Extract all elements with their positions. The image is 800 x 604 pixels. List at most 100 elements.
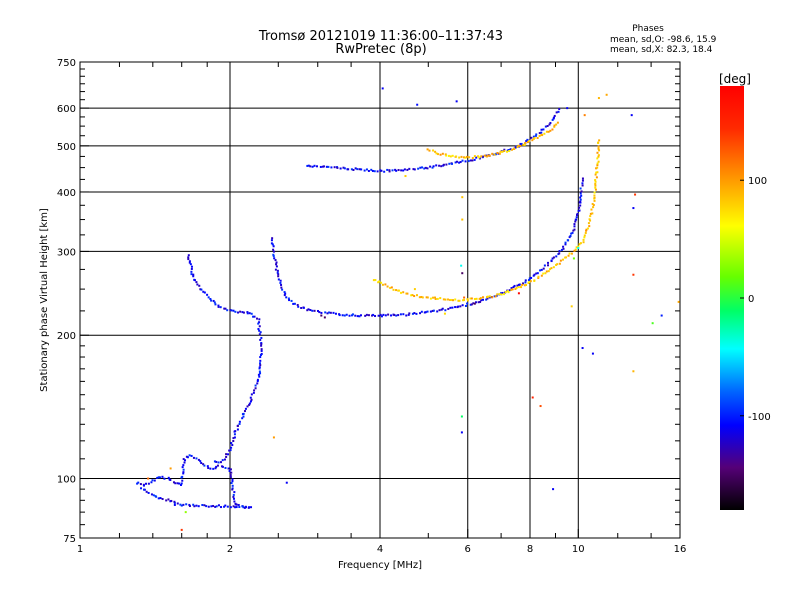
- data-point: [206, 293, 209, 296]
- data-point: [507, 291, 510, 294]
- data-point: [259, 356, 262, 359]
- data-point: [463, 299, 466, 302]
- data-point: [419, 312, 422, 315]
- data-point: [589, 212, 592, 215]
- data-point: [245, 506, 248, 509]
- data-point: [553, 125, 556, 128]
- data-point: [513, 284, 516, 287]
- data-point: [439, 297, 442, 300]
- data-point: [260, 341, 263, 344]
- data-point: [597, 145, 600, 148]
- data-point: [552, 256, 555, 259]
- data-point: [595, 176, 598, 179]
- data-point: [229, 506, 232, 509]
- data-point: [517, 292, 520, 295]
- data-point: [399, 313, 402, 316]
- data-point: [597, 97, 600, 100]
- data-point: [560, 248, 563, 251]
- data-point: [321, 165, 324, 168]
- data-point: [213, 301, 216, 304]
- data-point: [524, 279, 527, 282]
- data-point: [468, 156, 471, 159]
- data-point: [524, 141, 527, 144]
- data-point: [352, 168, 355, 171]
- y-tick-label: 75: [63, 534, 76, 545]
- data-point: [213, 460, 216, 463]
- data-point: [442, 298, 445, 301]
- data-point: [378, 280, 381, 283]
- data-point: [519, 142, 522, 145]
- data-point: [482, 155, 485, 158]
- data-point: [556, 121, 559, 124]
- data-point: [216, 464, 219, 467]
- data-point: [248, 506, 251, 509]
- data-point: [520, 286, 523, 289]
- data-point: [598, 139, 601, 142]
- data-point: [225, 455, 228, 458]
- data-point: [411, 294, 414, 297]
- data-point: [426, 167, 429, 170]
- data-point: [243, 410, 246, 413]
- data-point: [538, 132, 541, 135]
- data-point: [203, 504, 206, 507]
- data-point: [464, 156, 467, 159]
- data-point: [519, 145, 522, 148]
- data-point: [634, 193, 637, 196]
- data-point: [254, 384, 257, 387]
- data-point: [576, 212, 579, 215]
- data-point: [318, 311, 321, 314]
- data-point: [241, 311, 244, 314]
- data-point: [325, 165, 328, 168]
- colorbar-ticks: 100 0 -100: [740, 176, 771, 423]
- data-point: [207, 467, 210, 470]
- data-point: [573, 225, 576, 228]
- data-point: [259, 362, 262, 365]
- data-point: [539, 269, 542, 272]
- data-point: [190, 270, 193, 273]
- data-point: [330, 166, 333, 169]
- data-point: [259, 331, 262, 334]
- data-point: [228, 449, 231, 452]
- data-point: [246, 405, 249, 408]
- data-point: [408, 312, 411, 315]
- data-point: [596, 157, 599, 160]
- data-point: [300, 306, 303, 309]
- data-point: [465, 155, 468, 158]
- data-point: [258, 329, 261, 332]
- colorbar-tick-label: -100: [748, 412, 771, 423]
- data-point: [544, 125, 547, 128]
- data-point: [214, 505, 217, 508]
- data-point: [203, 464, 206, 467]
- data-point: [232, 437, 235, 440]
- data-point: [225, 453, 228, 456]
- data-point: [199, 288, 202, 291]
- data-point: [545, 270, 548, 273]
- data-point: [372, 313, 375, 316]
- data-point: [182, 471, 185, 474]
- data-point: [347, 168, 350, 171]
- data-point: [256, 380, 259, 383]
- data-point: [275, 265, 278, 268]
- data-point: [469, 297, 472, 300]
- data-point: [579, 192, 582, 195]
- data-point: [428, 149, 431, 152]
- data-point: [549, 129, 552, 132]
- data-point: [458, 299, 461, 302]
- data-point: [180, 482, 183, 485]
- data-point: [416, 103, 419, 106]
- data-point: [546, 124, 549, 127]
- data-point: [593, 194, 596, 197]
- data-point: [393, 314, 396, 317]
- data-point: [434, 150, 437, 153]
- data-point: [573, 223, 576, 226]
- data-point: [258, 318, 261, 321]
- data-point: [588, 225, 591, 228]
- data-point: [230, 309, 233, 312]
- data-point: [180, 528, 183, 531]
- data-point: [592, 203, 595, 206]
- data-point: [306, 309, 309, 312]
- data-point: [296, 303, 299, 306]
- data-point: [233, 430, 236, 433]
- data-point: [512, 286, 515, 289]
- data-point: [552, 488, 555, 491]
